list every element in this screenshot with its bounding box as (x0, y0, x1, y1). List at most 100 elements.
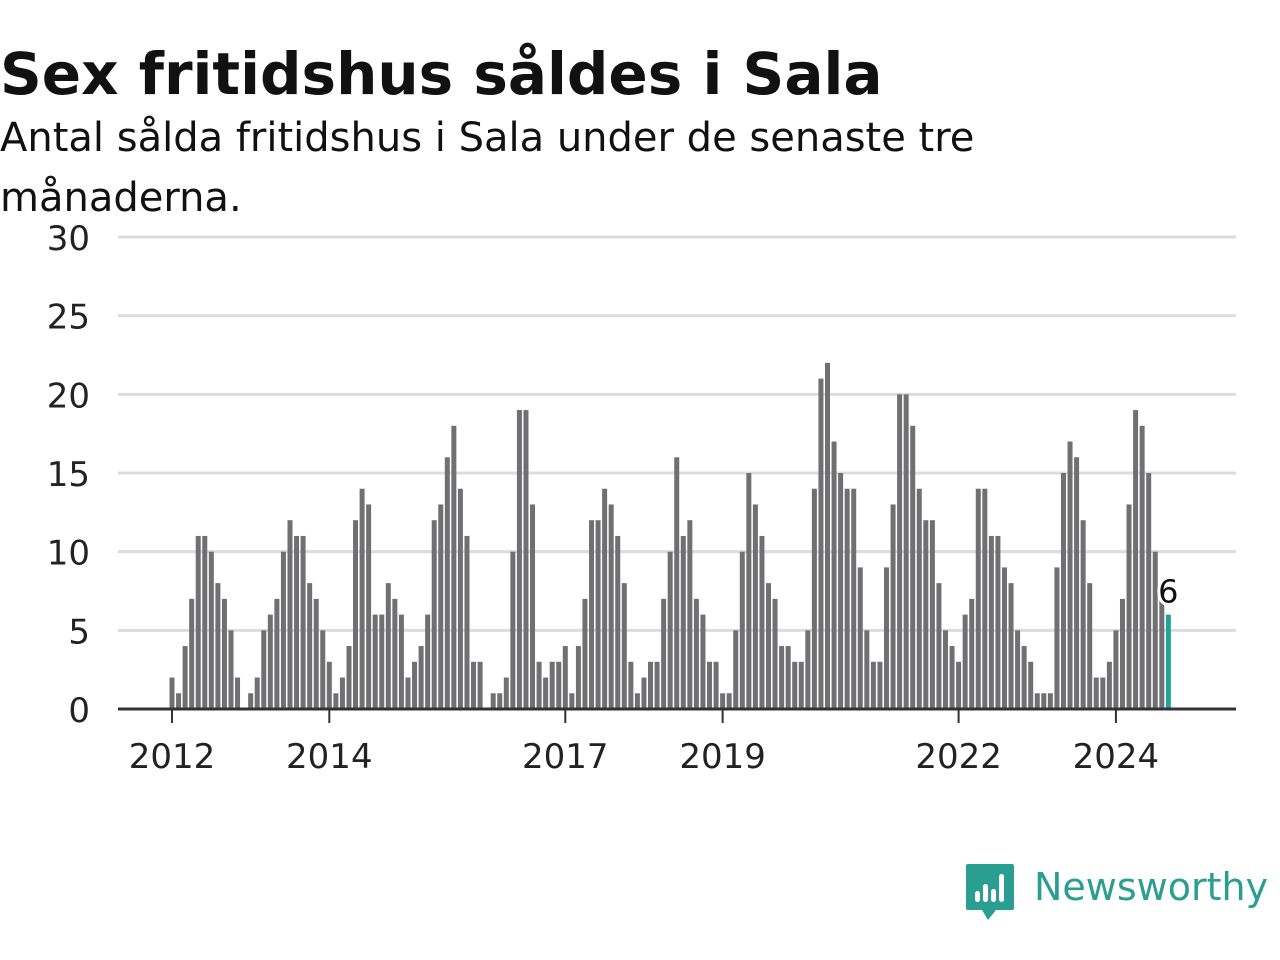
bar (208, 551, 214, 709)
bar (929, 520, 935, 709)
bar (543, 677, 549, 709)
bar (221, 598, 227, 709)
bar (235, 677, 241, 709)
bar (549, 661, 555, 709)
bar (1008, 583, 1014, 709)
bar (982, 488, 988, 709)
bar (195, 535, 201, 709)
bar (280, 551, 286, 709)
bar (1152, 551, 1158, 709)
y-tick-label: 25 (47, 298, 90, 338)
bar (785, 646, 791, 709)
bar (864, 630, 870, 709)
bar (1159, 598, 1165, 709)
bar (615, 535, 621, 709)
bar (372, 614, 378, 709)
x-tick-label: 2019 (679, 737, 766, 777)
bar (313, 598, 319, 709)
x-tick-label: 2014 (286, 737, 373, 777)
bar (405, 677, 411, 709)
bar (464, 535, 470, 709)
highlight-value-label: 6 (1158, 573, 1178, 611)
bar (680, 535, 686, 709)
bar (1074, 457, 1080, 709)
bar (287, 520, 293, 709)
bar (530, 504, 536, 709)
bar (910, 425, 916, 709)
bar (477, 661, 483, 709)
bar (575, 646, 581, 709)
x-tick-label: 2012 (129, 737, 216, 777)
brand-name: Newsworthy (1034, 865, 1269, 909)
bar (562, 646, 568, 709)
bar (903, 394, 909, 709)
bar (779, 646, 785, 709)
bar (746, 473, 752, 709)
bar (412, 661, 418, 709)
labels: 0 5 10 15 20 25 30 2012 2014 2017 2019 2022 2024 6 (47, 219, 1182, 777)
bar (294, 535, 300, 709)
bar (720, 693, 726, 709)
bar (261, 630, 267, 709)
bar (497, 693, 503, 709)
bar (169, 677, 175, 709)
bar (969, 598, 975, 709)
bar (654, 661, 660, 709)
y-tick-label: 20 (47, 376, 90, 416)
bar (359, 488, 365, 709)
bar (956, 661, 962, 709)
bar (202, 535, 208, 709)
bar (339, 677, 345, 709)
bar (1060, 473, 1066, 709)
bar (1001, 567, 1007, 709)
bar (995, 535, 1001, 709)
bar (733, 630, 739, 709)
bar (897, 394, 903, 709)
bar (1015, 630, 1021, 709)
bar (189, 598, 195, 709)
bar (510, 551, 516, 709)
bar (307, 583, 313, 709)
bar (254, 677, 260, 709)
bar (582, 598, 588, 709)
bar (759, 535, 765, 709)
bar (523, 410, 529, 709)
bar (844, 488, 850, 709)
bar (490, 693, 496, 709)
bar (248, 693, 254, 709)
x-tick-label: 2022 (915, 737, 1002, 777)
bar (923, 520, 929, 709)
bar (648, 661, 654, 709)
bar (811, 488, 817, 709)
bar (1139, 425, 1145, 709)
bar (1133, 410, 1139, 709)
bar (595, 520, 601, 709)
bar (274, 598, 280, 709)
y-tick-label: 5 (68, 612, 90, 652)
bar (661, 598, 667, 709)
bar (713, 661, 719, 709)
bar (300, 535, 306, 709)
bar (503, 677, 509, 709)
bar (398, 614, 404, 709)
bar (1054, 567, 1060, 709)
newsworthy-logo-icon (966, 864, 1014, 920)
bar (936, 583, 942, 709)
bar (1021, 646, 1027, 709)
y-tick-label: 10 (47, 534, 90, 574)
bar (1106, 661, 1112, 709)
bar (228, 630, 234, 709)
y-tick-label: 30 (47, 219, 90, 259)
bar (693, 598, 699, 709)
bar (1028, 661, 1034, 709)
bar (1146, 473, 1152, 709)
bar (962, 614, 968, 709)
y-tick-label: 15 (47, 455, 90, 495)
bar (457, 488, 463, 709)
bar (739, 551, 745, 709)
bar (883, 567, 889, 709)
bar (1087, 583, 1093, 709)
y-tick-label: 0 (68, 691, 90, 731)
chart-subtitle: Antal sålda fritidshus i Sala under de s… (0, 115, 975, 221)
bar (825, 362, 830, 709)
